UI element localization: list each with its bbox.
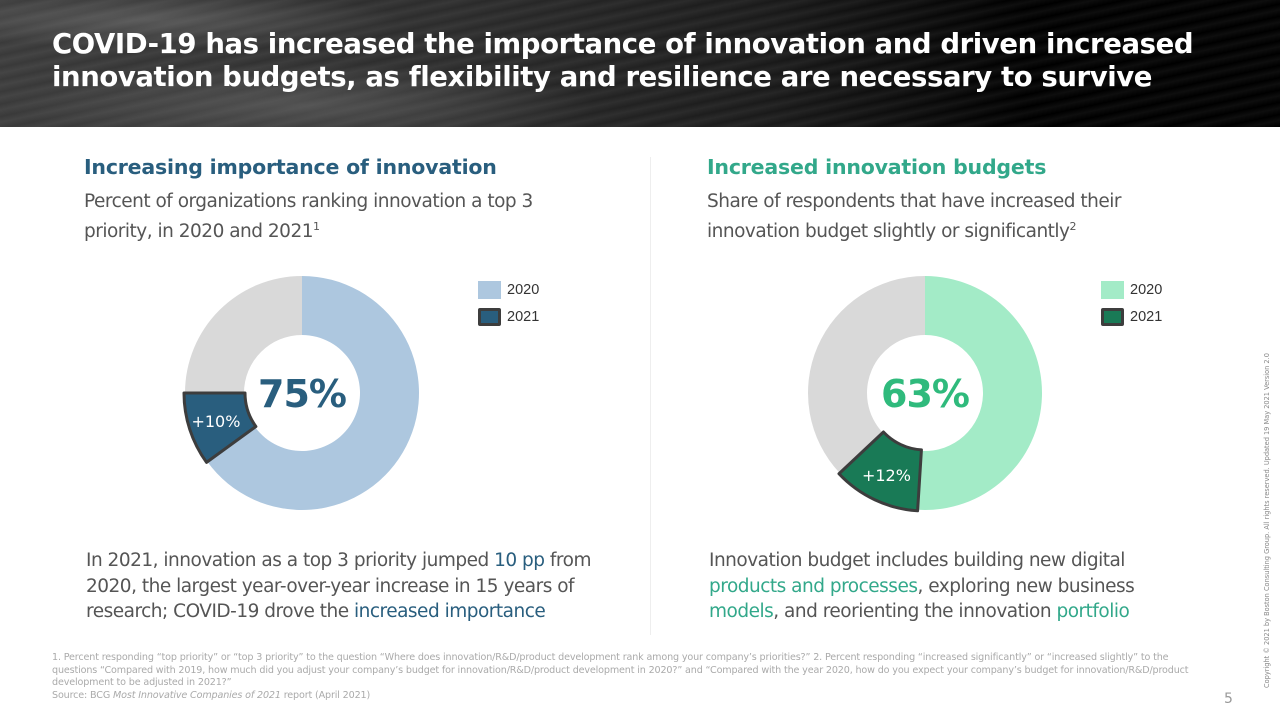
center-total-label: 63% <box>881 372 969 416</box>
left-subtitle-text: Percent of organizations ranking innovat… <box>84 191 533 242</box>
left-body-text: from 2020, the largest year-over-year in… <box>86 550 591 622</box>
source-line: Source: BCG Most Innovative Companies of… <box>52 690 1192 703</box>
right-legend: 2020 2021 <box>1101 276 1162 330</box>
legend-swatch-2021 <box>1101 307 1124 326</box>
donut-segment-2020 <box>207 276 419 511</box>
footnote-ref-2: 2 <box>1069 220 1077 233</box>
right-body-highlight: portfolio <box>1056 601 1130 622</box>
footnote-ref-1: 1 <box>313 220 320 233</box>
source-suffix: report (April 2021) <box>280 689 371 701</box>
source-prefix: Source: BCG <box>52 689 114 701</box>
footnote-text: 1. Percent responding “top priority” or … <box>52 652 1189 688</box>
legend-label-2021: 2021 <box>1130 308 1163 325</box>
footnotes: 1. Percent responding “top priority” or … <box>52 652 1192 702</box>
donut-segment-2020 <box>917 276 1042 510</box>
legend-label-2020: 2020 <box>1130 281 1163 298</box>
right-body-text: Innovation budget includes building new … <box>709 548 1179 625</box>
legend-swatch-2020 <box>1101 280 1124 299</box>
slide-title: COVID-19 has increased the importance of… <box>52 28 1194 93</box>
left-legend: 2020 2021 <box>478 276 539 330</box>
legend-swatch-2021 <box>478 307 501 326</box>
importance-donut-chart: +10% 75% <box>182 276 419 511</box>
copyright-notice: Copyright © 2021 by Boston Consulting Gr… <box>1263 353 1271 688</box>
right-body-text: , and reorienting the innovation <box>773 601 1057 622</box>
right-section-title: Increased innovation budgets <box>707 155 1047 179</box>
source-report-title: Most Innovative Companies of 2021 <box>113 689 281 701</box>
legend-item-2020: 2020 <box>478 276 539 303</box>
legend-label-2021: 2021 <box>507 308 540 325</box>
legend-swatch-2020 <box>478 280 501 299</box>
right-body-highlight: products and processes <box>709 575 918 597</box>
left-section-title: Increasing importance of innovation <box>84 155 497 179</box>
center-total-label: 75% <box>258 372 346 416</box>
legend-item-2021: 2021 <box>1101 303 1162 330</box>
page-number: 5 <box>1224 691 1233 707</box>
donut-segment-2021-increase <box>182 391 258 464</box>
left-body-highlight: increased importance <box>353 601 546 622</box>
header-banner: COVID-19 has increased the importance of… <box>0 0 1280 127</box>
left-body-text: In 2021, innovation as a top 3 priority … <box>86 550 495 571</box>
right-section-subtitle: Share of respondents that have increased… <box>707 189 1187 244</box>
donut-segment-remainder <box>185 276 302 393</box>
right-body-text: , exploring new business <box>917 575 1135 597</box>
panel-divider <box>650 157 651 635</box>
left-body-highlight: 10 pp <box>494 550 545 571</box>
increase-data-label: +10% <box>191 412 240 431</box>
right-subtitle-text: Share of respondents that have increased… <box>707 191 1122 242</box>
increase-data-label: +12% <box>862 466 911 485</box>
right-body-highlight: models <box>709 601 774 622</box>
legend-label-2020: 2020 <box>507 281 540 298</box>
budget-donut-chart: +12% 63% <box>808 276 1042 513</box>
donut-segment-remainder <box>808 276 925 474</box>
right-body-text: Innovation budget includes building new … <box>709 550 1125 571</box>
left-body-text: In 2021, innovation as a top 3 priority … <box>86 548 626 625</box>
left-section-subtitle: Percent of organizations ranking innovat… <box>84 189 564 244</box>
legend-item-2021: 2021 <box>478 303 539 330</box>
legend-item-2020: 2020 <box>1101 276 1162 303</box>
donut-segment-2021-increase <box>837 430 923 513</box>
